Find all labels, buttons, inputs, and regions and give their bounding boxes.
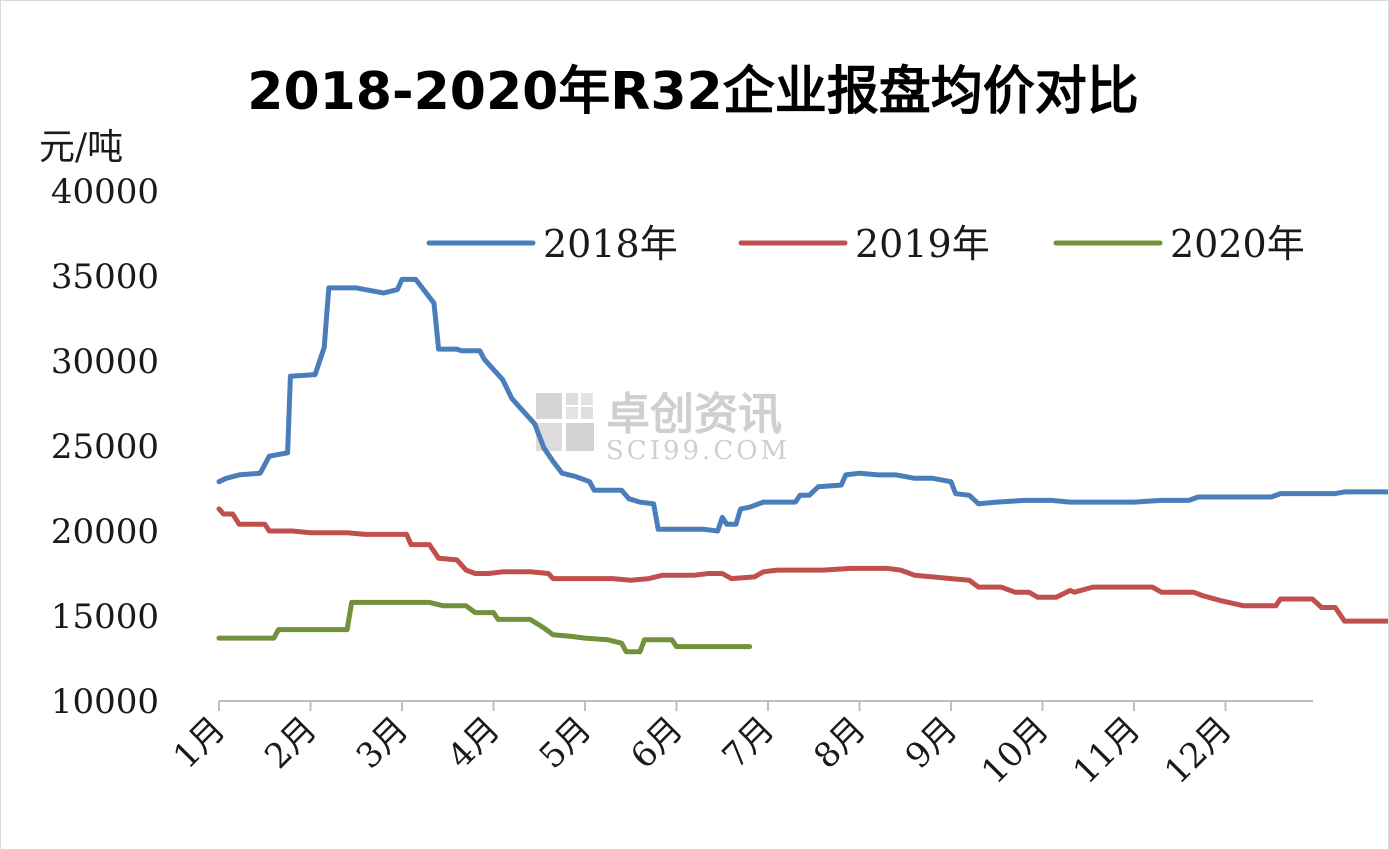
- y-tick-label: 20000: [51, 512, 159, 552]
- x-tick-label: 12月: [1157, 709, 1240, 792]
- chart-title: 2018-2020年R32企业报盘均价对比: [247, 62, 1138, 122]
- x-axis-ticks: 1月 2月 3月 4月 5月 6月 7月 8月 9月 10月 11月 12月: [166, 701, 1240, 792]
- x-tick-label: 9月: [898, 709, 966, 777]
- y-tick-label: 30000: [51, 342, 159, 382]
- series-lines: [216, 276, 1388, 655]
- watermark: 卓创资讯 SCI99.COM: [536, 389, 790, 466]
- x-tick-label: 7月: [715, 709, 783, 777]
- series-line-2: [216, 599, 753, 655]
- y-tick-label: 15000: [51, 597, 159, 637]
- x-tick-label: 2月: [257, 709, 325, 777]
- legend-label: 2020年: [1170, 222, 1305, 266]
- y-tick-label: 25000: [51, 427, 159, 467]
- x-tick-label: 8月: [806, 709, 874, 777]
- x-tick-label: 5月: [532, 709, 600, 777]
- watermark-logo-icon: [536, 393, 594, 451]
- y-axis-unit-label: 元/吨: [39, 127, 123, 168]
- legend: 2018年 2019年 2020年: [426, 222, 1305, 266]
- x-tick-label: 11月: [1065, 709, 1148, 792]
- legend-label: 2019年: [855, 222, 990, 266]
- watermark-en: SCI99.COM: [606, 436, 790, 466]
- y-tick-label: 35000: [51, 257, 159, 297]
- y-axis-ticks: 10000 15000 20000 25000 30000 35000 40000: [51, 172, 159, 722]
- x-tick-label: 4月: [440, 709, 508, 777]
- series-line-0: [216, 276, 1388, 534]
- series-line-1: [216, 506, 1388, 624]
- x-tick-label: 1月: [166, 709, 234, 777]
- y-tick-label: 40000: [51, 172, 159, 212]
- x-tick-label: 3月: [349, 709, 417, 777]
- watermark-cn: 卓创资讯: [606, 389, 782, 440]
- y-tick-label: 10000: [51, 682, 159, 722]
- x-tick-label: 10月: [974, 709, 1057, 792]
- legend-label: 2018年: [543, 222, 678, 266]
- x-tick-label: 6月: [623, 709, 691, 777]
